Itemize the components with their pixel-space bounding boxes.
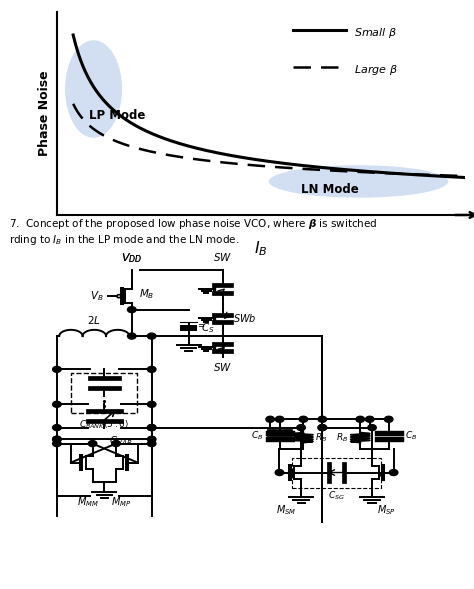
Text: $R_B$: $R_B$ [336,431,348,444]
Text: LP Mode: LP Mode [90,110,146,123]
Circle shape [389,469,398,475]
Text: $SW$: $SW$ [213,361,232,373]
Text: $C_{BANK}\langle 5{:}0\rangle$: $C_{BANK}\langle 5{:}0\rangle$ [79,418,129,429]
Circle shape [53,436,61,442]
Text: $C_B$: $C_B$ [405,429,418,442]
Text: $R_B$: $R_B$ [315,431,328,444]
Circle shape [112,441,120,446]
Ellipse shape [65,40,122,138]
Circle shape [384,416,393,422]
Circle shape [128,333,136,339]
Circle shape [356,416,365,422]
Text: $C_{VAR}$: $C_{VAR}$ [109,434,133,448]
Circle shape [365,416,374,422]
Circle shape [53,401,61,408]
Circle shape [275,469,284,475]
Circle shape [128,307,136,313]
Text: $2L$: $2L$ [87,314,101,326]
Text: $M_{SP}$: $M_{SP}$ [377,503,395,517]
Text: $V_B$: $V_B$ [90,289,104,303]
Text: $\boldsymbol{I_B}$: $\boldsymbol{I_B}$ [254,240,267,259]
Text: $C_{SG}$: $C_{SG}$ [328,489,345,502]
Circle shape [147,366,156,372]
Text: LN Mode: LN Mode [301,183,359,196]
Circle shape [147,401,156,408]
Circle shape [299,416,308,422]
Ellipse shape [269,165,448,198]
Text: $M_B$: $M_B$ [139,287,155,302]
Circle shape [53,366,61,372]
Text: $V_{DD}$: $V_{DD}$ [121,251,142,264]
Circle shape [53,425,61,431]
Text: $SWb$: $SWb$ [233,312,257,325]
Text: $SW$: $SW$ [213,251,232,263]
Text: Small $\beta$: Small $\beta$ [355,26,398,40]
Circle shape [147,333,156,339]
Circle shape [147,436,156,442]
Circle shape [368,425,376,431]
Circle shape [318,425,327,431]
Text: 7.  Concept of the proposed low phase noise VCO, where $\boldsymbol{\beta}$ is s: 7. Concept of the proposed low phase noi… [9,217,378,247]
Text: $C_B$: $C_B$ [251,429,263,442]
Y-axis label: Phase Noise: Phase Noise [38,71,51,156]
Text: $M_{MP}$: $M_{MP}$ [110,495,131,509]
Circle shape [318,416,327,422]
Circle shape [297,425,305,431]
Circle shape [266,416,274,422]
Circle shape [147,425,156,431]
Text: =: = [197,320,204,330]
Circle shape [147,441,156,446]
Circle shape [147,425,156,431]
Text: $V_{DD}$: $V_{DD}$ [121,251,142,264]
Text: $C_S$: $C_S$ [201,321,214,335]
Circle shape [53,436,61,442]
Circle shape [88,441,97,446]
Circle shape [53,441,61,446]
Text: Large $\beta$: Large $\beta$ [355,63,398,77]
Text: $M_{SM}$: $M_{SM}$ [276,503,296,517]
Circle shape [318,425,327,431]
Circle shape [275,416,284,422]
Text: $M_{MM}$: $M_{MM}$ [77,495,99,509]
